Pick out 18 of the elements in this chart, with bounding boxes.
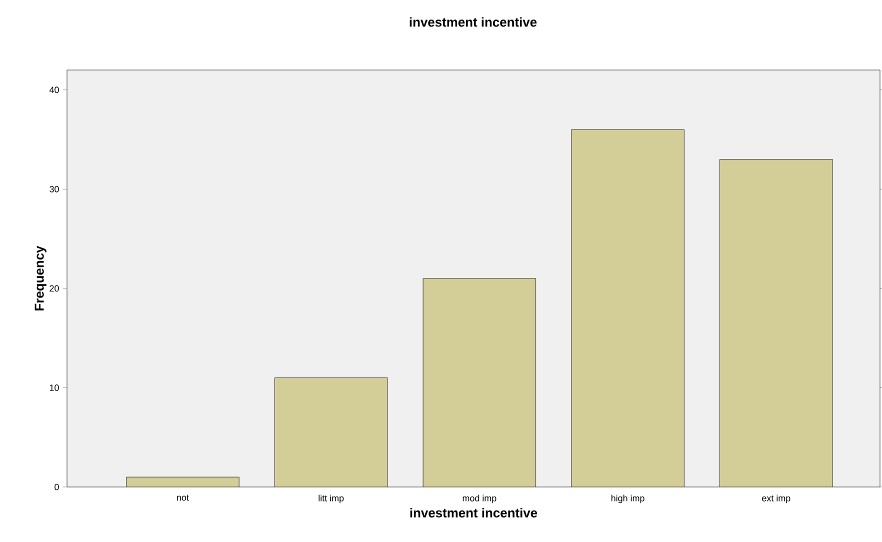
y-tick-label: 20 <box>50 285 59 292</box>
bar <box>126 477 240 487</box>
x-tick-label: high imp <box>611 494 644 504</box>
x-tick-label: ext imp <box>762 494 790 504</box>
x-tick-label: mod imp <box>462 494 496 504</box>
x-axis-title: investment incentive <box>410 508 538 518</box>
y-tick-label: 30 <box>50 186 59 192</box>
bar <box>571 129 684 487</box>
x-tick-label: litt imp <box>318 494 344 504</box>
y-tick-label: 10 <box>50 384 59 391</box>
chart-title: investment incentive <box>410 17 537 27</box>
y-axis-title: Frequency <box>34 246 46 310</box>
x-tick-label: not <box>177 494 189 501</box>
bar <box>423 278 536 487</box>
y-tick-label: 40 <box>49 86 59 94</box>
bar <box>720 159 833 487</box>
bar <box>274 378 388 487</box>
y-tick-label: 0 <box>54 484 59 490</box>
